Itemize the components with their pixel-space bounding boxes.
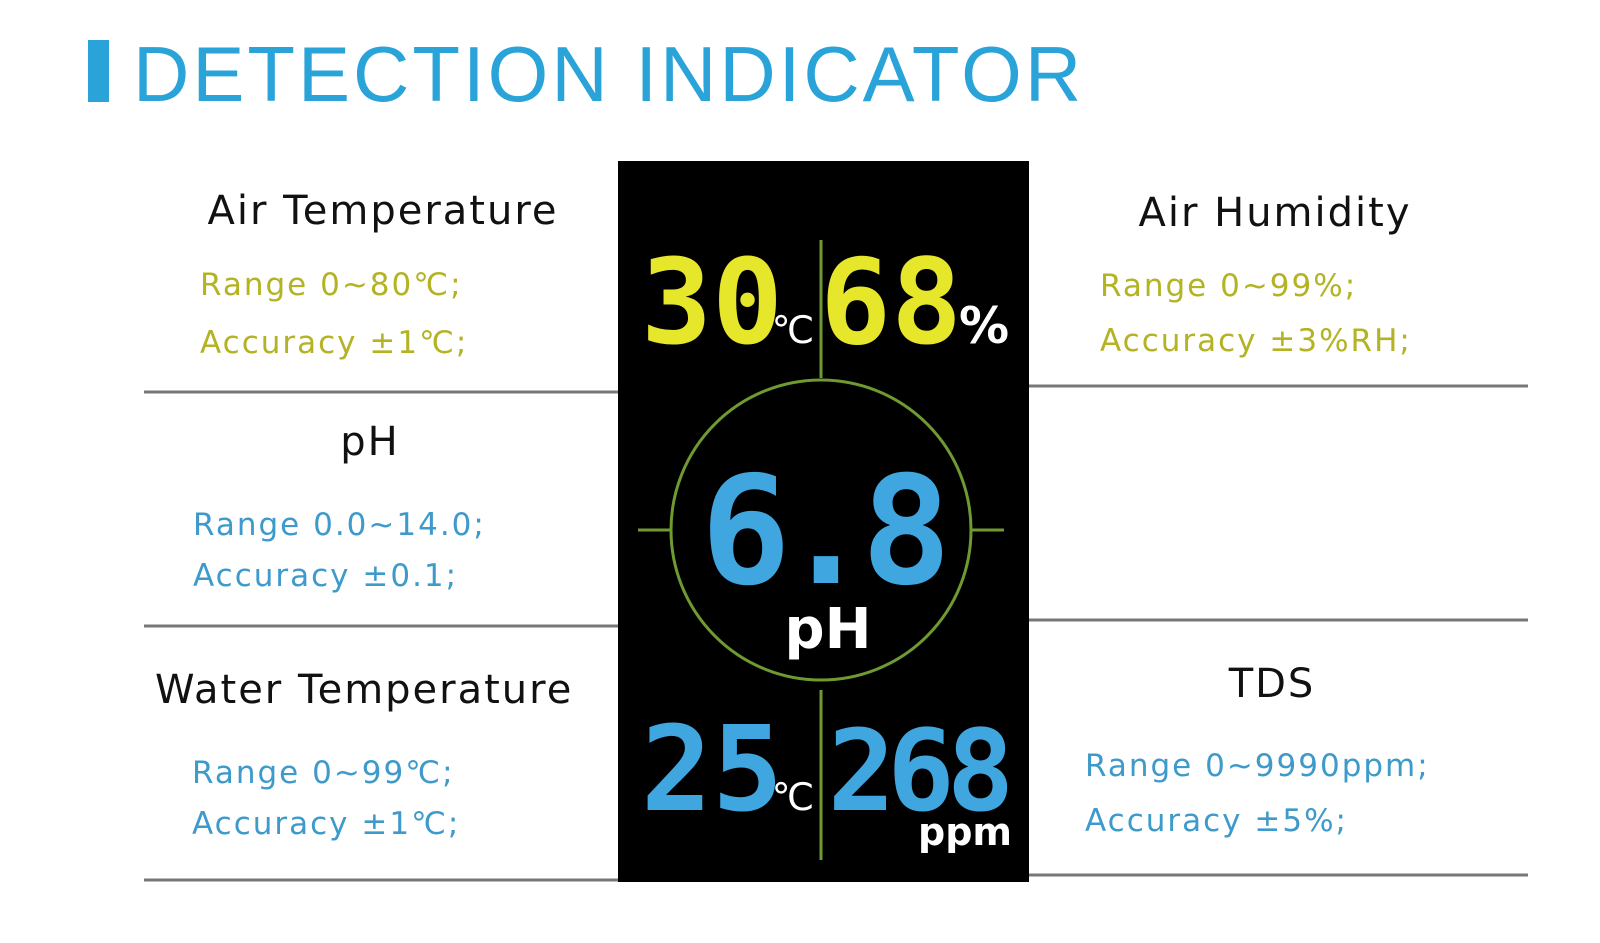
ring [669, 378, 973, 682]
indicator-range: Range 0~9990ppm; [1085, 748, 1430, 784]
title: DETECTION INDICATOR [133, 30, 1084, 118]
indicator-accuracy: Accuracy ±5%; [1085, 803, 1348, 839]
title-bar [88, 40, 109, 102]
unit: pH [785, 597, 872, 662]
air-humidity-reading: 68 [820, 233, 962, 371]
indicator-range: Range 0~99℃; [192, 755, 455, 791]
indicator-name: Water Temperature [155, 667, 573, 713]
tds-reading: 268 [828, 707, 1008, 837]
indicator-accuracy: Accuracy ±0.1; [193, 558, 458, 594]
ph-reading: 6.8 [701, 445, 943, 619]
indicator-accuracy: Accuracy ±1℃; [192, 806, 460, 842]
indicator-name: pH [340, 419, 399, 465]
indicator-name: TDS [1228, 661, 1316, 707]
display-panel [618, 161, 1029, 882]
air-temperature-reading: 30 [641, 233, 783, 371]
indicator-name: Air Temperature [207, 188, 558, 234]
indicator-accuracy: Accuracy ±1℃; [200, 325, 468, 361]
unit: % [959, 297, 1009, 355]
indicator-range: Range 0.0~14.0; [193, 507, 486, 543]
indicator-accuracy: Accuracy ±3%RH; [1100, 323, 1412, 359]
water-temperature-reading: 25 [641, 700, 783, 838]
unit: ℃ [772, 775, 815, 819]
unit: ppm [918, 810, 1012, 854]
device-display: 30 ℃ 68 % 6.8 pH 25 ℃ 268 ppm [618, 161, 1029, 882]
indicator-name: Air Humidity [1138, 190, 1411, 236]
unit: ℃ [772, 308, 815, 352]
indicator-range: Range 0~99%; [1100, 268, 1357, 304]
indicator-range: Range 0~80℃; [200, 267, 463, 303]
